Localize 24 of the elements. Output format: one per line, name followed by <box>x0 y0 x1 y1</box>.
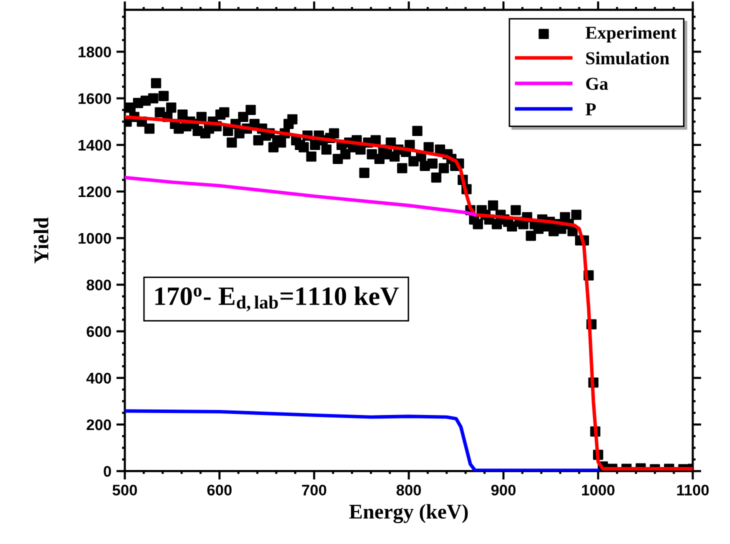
legend-label: Simulation <box>586 52 670 64</box>
y-tick-label: 1800 <box>78 46 112 58</box>
y-tick-label: 200 <box>86 419 112 430</box>
x-tick-label: 1100 <box>677 484 709 496</box>
legend-label: Ga <box>586 78 608 90</box>
y-tick-label: 1600 <box>78 93 112 104</box>
y-tick-label: 800 <box>86 280 112 290</box>
y-tick-label: 0 <box>104 466 112 477</box>
y-tick-label: 1200 <box>78 186 112 198</box>
x-tick-label: 1000 <box>582 484 614 496</box>
x-tick-label: 700 <box>302 484 326 496</box>
x-tick-label: 500 <box>112 484 137 496</box>
y-tick-label: 600 <box>86 326 112 337</box>
x-tick-label: 600 <box>207 484 232 496</box>
y-axis-title: Yield <box>34 217 48 264</box>
x-axis-title: Energy (keV) <box>349 504 468 524</box>
annotation: 170$^{o}$- E$_{d,lab}$=1110 keV <box>155 286 399 312</box>
x-tick-label: 900 <box>491 484 516 496</box>
legend-label: Experiment <box>586 26 676 43</box>
y-tick-label: 400 <box>86 372 112 384</box>
x-tick-label: 800 <box>396 484 421 496</box>
y-tick-label: 1000 <box>78 232 112 244</box>
legend-label: P <box>586 103 596 116</box>
y-tick-label: 1400 <box>78 140 112 151</box>
